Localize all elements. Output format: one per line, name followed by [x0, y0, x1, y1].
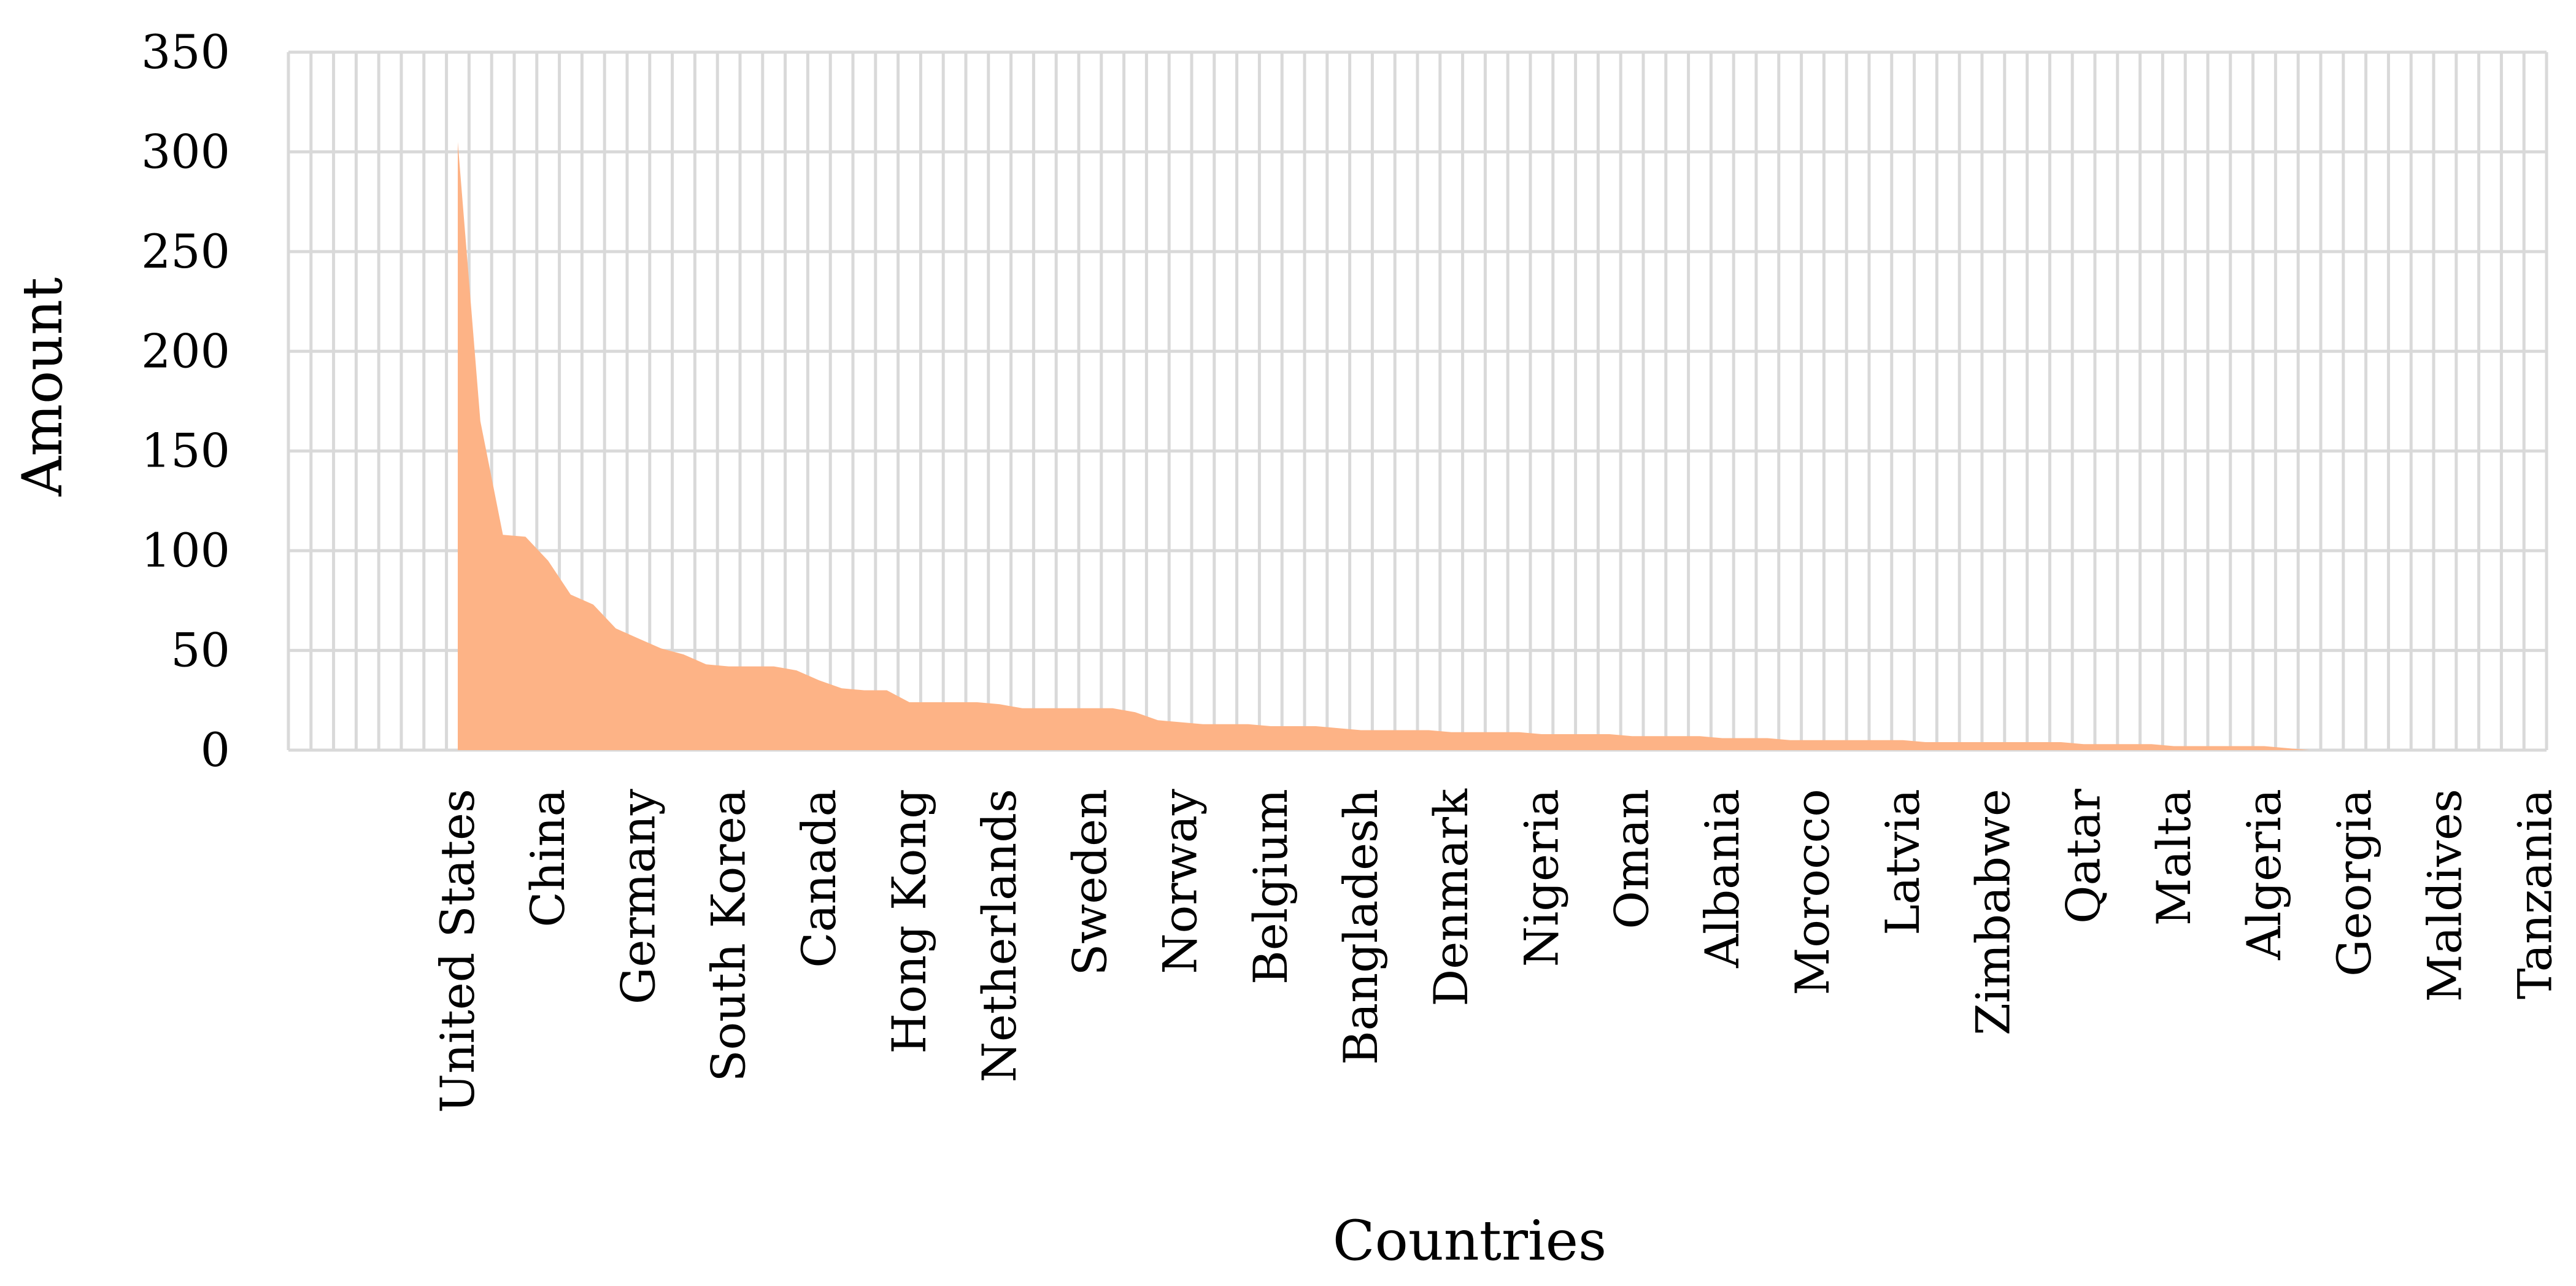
x-tick-label: Denmark	[1424, 788, 1478, 1007]
x-tick-label: Latvia	[1875, 789, 1930, 935]
y-tick-label: 0	[201, 722, 230, 777]
x-tick-label: South Korea	[701, 789, 756, 1082]
y-tick-label: 300	[141, 124, 230, 179]
area-series-layer	[458, 142, 2536, 750]
x-tick-label: Nigeria	[1514, 789, 1568, 967]
x-tick-label: Georgia	[2327, 789, 2381, 977]
x-axis-title: Countries	[1333, 1209, 1606, 1273]
x-tick-label: Norway	[1153, 789, 1208, 974]
x-tick-label: Oman	[1605, 789, 1659, 929]
x-tick-label: Zimbabwe	[1965, 789, 2020, 1036]
y-tick-label: 100	[141, 523, 230, 578]
y-axis-tick-labels: 0 50 100 150 200 250 300 350	[141, 25, 230, 777]
x-tick-label: Hong Kong	[882, 789, 936, 1054]
x-tick-label: Belgium	[1243, 789, 1298, 985]
y-tick-label: 200	[141, 323, 230, 378]
y-tick-label: 50	[171, 623, 230, 678]
x-tick-label: United States	[430, 789, 485, 1113]
x-tick-label: Malta	[2146, 789, 2201, 926]
y-tick-label: 350	[141, 25, 230, 79]
x-tick-label: Albania	[1695, 789, 1749, 969]
x-tick-label: Tanzania	[2508, 789, 2563, 999]
x-tick-label: Morocco	[1785, 789, 1840, 996]
y-tick-label: 150	[141, 424, 230, 478]
x-tick-label: Sweden	[1062, 789, 1117, 976]
x-tick-label: Canada	[792, 789, 846, 968]
vertical-gridlines	[287, 52, 2548, 750]
x-axis-tick-labels: United States China Germany South Korea Cana…	[430, 788, 2563, 1113]
y-tick-label: 250	[141, 224, 230, 279]
x-tick-label: Netherlands	[972, 789, 1027, 1083]
x-tick-label: China	[520, 789, 575, 928]
x-tick-label: Maldives	[2417, 789, 2472, 1002]
horizontal-gridlines	[288, 50, 2547, 752]
x-tick-label: Germany	[611, 789, 665, 1004]
area-series	[458, 142, 2536, 750]
x-tick-label: Qatar	[2056, 788, 2111, 923]
x-tick-label: Algeria	[2237, 789, 2291, 961]
y-axis-title: Amount	[10, 277, 75, 497]
x-tick-label: Bangladesh	[1333, 789, 1388, 1065]
